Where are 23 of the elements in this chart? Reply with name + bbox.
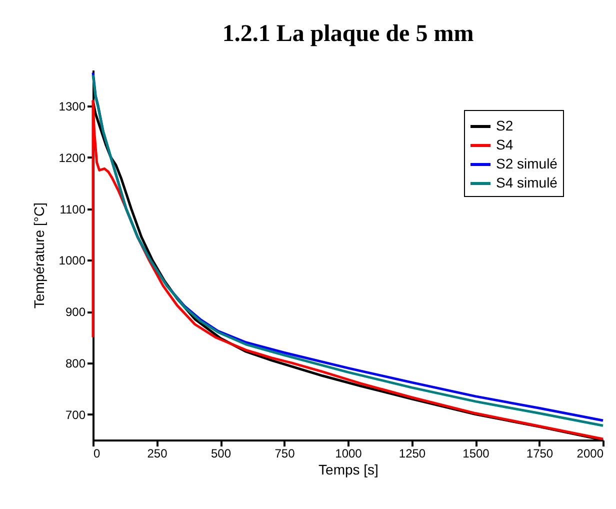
y-tick-label: 800 bbox=[65, 356, 86, 370]
legend-label: S4 simulé bbox=[496, 174, 558, 190]
legend-label: S2 simulé bbox=[496, 156, 558, 172]
x-tick-label: 250 bbox=[147, 446, 168, 460]
y-tick-label: 1200 bbox=[58, 150, 86, 165]
y-tick-label: 1100 bbox=[60, 202, 86, 216]
x-tick-label: 1000 bbox=[335, 446, 362, 460]
x-tick-label: 2000 bbox=[576, 446, 604, 460]
x-tick-label: 0 bbox=[94, 446, 100, 460]
x-tick-label: 750 bbox=[274, 446, 296, 460]
chart-title: 1.2.1 La plaque de 5 mm bbox=[222, 21, 474, 47]
x-tick-label: 1750 bbox=[526, 446, 554, 460]
y-tick-label: 700 bbox=[65, 408, 86, 422]
y-tick-label: 900 bbox=[65, 305, 86, 320]
x-tick-label: 1500 bbox=[462, 446, 490, 460]
y-tick-label: 1300 bbox=[58, 99, 86, 114]
legend-label: S2 bbox=[496, 118, 514, 134]
y-tick-label: 1000 bbox=[58, 254, 86, 268]
y-axis-title: Température [°C] bbox=[30, 202, 47, 308]
x-tick-label: 500 bbox=[210, 446, 232, 460]
x-tick-label: 1250 bbox=[398, 446, 426, 460]
x-axis-title: Temps [s] bbox=[318, 462, 378, 478]
legend-label: S4 bbox=[496, 136, 514, 152]
